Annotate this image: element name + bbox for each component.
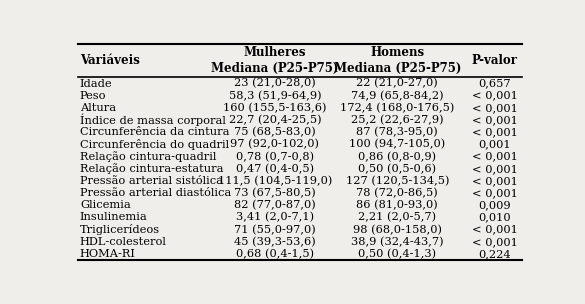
Text: 58,3 (51,9-64,9): 58,3 (51,9-64,9) <box>229 91 321 101</box>
Text: 0,657: 0,657 <box>479 78 511 88</box>
Text: 22 (21,0-27,0): 22 (21,0-27,0) <box>356 78 438 89</box>
Text: 0,001: 0,001 <box>479 140 511 149</box>
Text: 86 (81,0-93,0): 86 (81,0-93,0) <box>356 200 438 210</box>
Text: Idade: Idade <box>80 78 112 88</box>
Text: 22,7 (20,4-25,5): 22,7 (20,4-25,5) <box>229 115 321 125</box>
Text: Relação cintura-quadril: Relação cintura-quadril <box>80 151 216 162</box>
Text: 82 (77,0-87,0): 82 (77,0-87,0) <box>234 200 316 210</box>
Text: Pressão arterial diastólica: Pressão arterial diastólica <box>80 188 231 198</box>
Text: < 0,001: < 0,001 <box>472 237 518 247</box>
Text: 71 (55,0-97,0): 71 (55,0-97,0) <box>234 224 316 235</box>
Text: < 0,001: < 0,001 <box>472 103 518 113</box>
Text: 38,9 (32,4-43,7): 38,9 (32,4-43,7) <box>351 237 443 247</box>
Text: 74,9 (65,8-84,2): 74,9 (65,8-84,2) <box>351 91 443 101</box>
Text: Triglicerídeos: Triglicerídeos <box>80 224 160 235</box>
Text: 0,009: 0,009 <box>479 200 511 210</box>
Text: 98 (68,0-158,0): 98 (68,0-158,0) <box>353 224 442 235</box>
Text: 87 (78,3-95,0): 87 (78,3-95,0) <box>356 127 438 137</box>
Text: 0,010: 0,010 <box>479 212 511 223</box>
Text: Pressão arterial sistólica: Pressão arterial sistólica <box>80 176 223 186</box>
Text: 0,50 (0,4-1,3): 0,50 (0,4-1,3) <box>358 249 436 259</box>
Text: 0,47 (0,4-0,5): 0,47 (0,4-0,5) <box>236 164 314 174</box>
Text: Mulheres
Mediana (P25-P75): Mulheres Mediana (P25-P75) <box>211 47 339 74</box>
Text: < 0,001: < 0,001 <box>472 176 518 186</box>
Text: 73 (67,5-80,5): 73 (67,5-80,5) <box>234 188 316 198</box>
Text: 0,78 (0,7-0,8): 0,78 (0,7-0,8) <box>236 151 314 162</box>
Text: 3,41 (2,0-7,1): 3,41 (2,0-7,1) <box>236 212 314 223</box>
Text: < 0,001: < 0,001 <box>472 152 518 161</box>
Text: 0,86 (0,8-0,9): 0,86 (0,8-0,9) <box>358 151 436 162</box>
Text: 75 (68,5-83,0): 75 (68,5-83,0) <box>234 127 316 137</box>
Text: 127 (120,5-134,5): 127 (120,5-134,5) <box>346 176 449 186</box>
Text: < 0,001: < 0,001 <box>472 115 518 125</box>
Text: 0,224: 0,224 <box>479 249 511 259</box>
Text: Circunferência da cintura: Circunferência da cintura <box>80 127 229 137</box>
Text: Circunferência do quadril: Circunferência do quadril <box>80 139 229 150</box>
Text: HDL-colesterol: HDL-colesterol <box>80 237 167 247</box>
Text: Insulinemia: Insulinemia <box>80 212 147 223</box>
Text: < 0,001: < 0,001 <box>472 188 518 198</box>
Text: HOMA-RI: HOMA-RI <box>80 249 136 259</box>
Text: 100 (94,7-105,0): 100 (94,7-105,0) <box>349 139 445 150</box>
Text: 0,50 (0,5-0,6): 0,50 (0,5-0,6) <box>358 164 436 174</box>
Text: < 0,001: < 0,001 <box>472 127 518 137</box>
Text: 45 (39,3-53,6): 45 (39,3-53,6) <box>234 237 316 247</box>
Text: < 0,001: < 0,001 <box>472 225 518 235</box>
Text: Glicemia: Glicemia <box>80 200 130 210</box>
Text: 2,21 (2,0-5,7): 2,21 (2,0-5,7) <box>358 212 436 223</box>
Text: 97 (92,0-102,0): 97 (92,0-102,0) <box>230 139 319 150</box>
Text: < 0,001: < 0,001 <box>472 91 518 101</box>
Text: 78 (72,0-86,5): 78 (72,0-86,5) <box>356 188 438 198</box>
Text: Relação cintura-estatura: Relação cintura-estatura <box>80 163 223 174</box>
Text: Peso: Peso <box>80 91 106 101</box>
Text: 111,5 (104,5-119,0): 111,5 (104,5-119,0) <box>218 176 332 186</box>
Text: P-valor: P-valor <box>472 54 518 67</box>
Text: 0,68 (0,4-1,5): 0,68 (0,4-1,5) <box>236 249 314 259</box>
Text: 172,4 (168,0-176,5): 172,4 (168,0-176,5) <box>340 103 455 113</box>
Text: Variáveis: Variáveis <box>80 54 140 67</box>
Text: Índice de massa corporal: Índice de massa corporal <box>80 114 226 126</box>
Text: Altura: Altura <box>80 103 116 113</box>
Text: Homens
Mediana (P25-P75): Homens Mediana (P25-P75) <box>333 47 461 74</box>
Text: 23 (21,0-28,0): 23 (21,0-28,0) <box>234 78 316 89</box>
Text: 25,2 (22,6-27,9): 25,2 (22,6-27,9) <box>351 115 443 125</box>
Text: 160 (155,5-163,6): 160 (155,5-163,6) <box>223 103 326 113</box>
Text: < 0,001: < 0,001 <box>472 164 518 174</box>
